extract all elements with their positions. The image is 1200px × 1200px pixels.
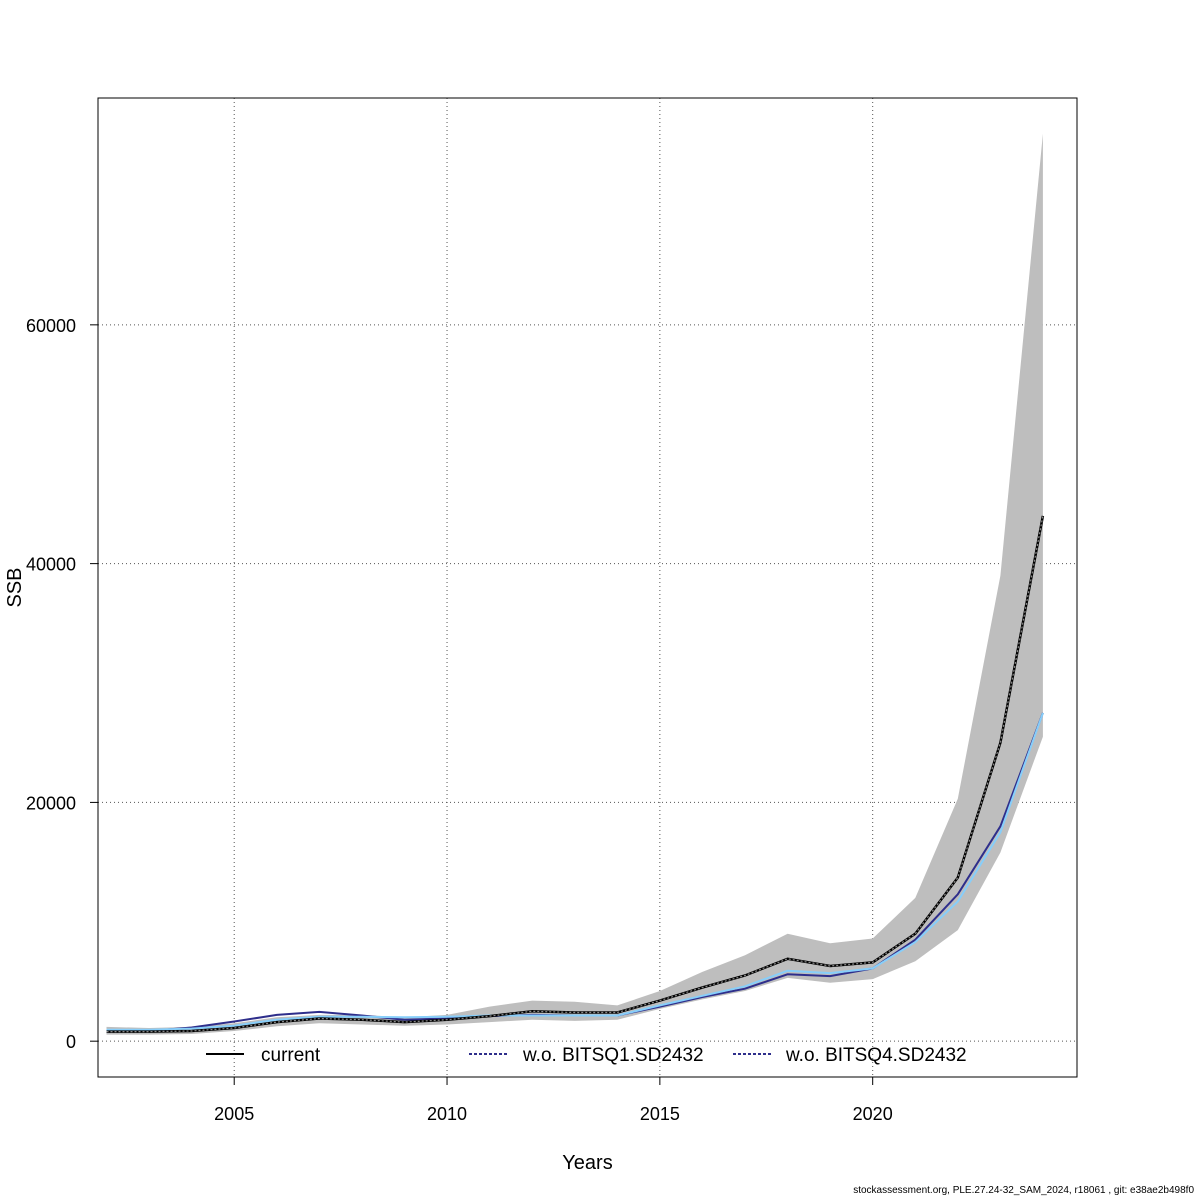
y-axis-label: SSB — [4, 567, 26, 607]
footer-credit: stockassessment.org, PLE.27.24-32_SAM_20… — [853, 1185, 1194, 1196]
confidence-band — [106, 133, 1043, 1035]
legend-label: w.o. BITSQ1.SD2432 — [522, 1045, 704, 1066]
legend-label: w.o. BITSQ4.SD2432 — [785, 1045, 967, 1066]
x-axis: 2005 2010 2015 2020 — [214, 1076, 893, 1124]
x-tick-label: 2015 — [640, 1104, 680, 1124]
x-tick-label: 2005 — [214, 1104, 254, 1124]
series-line-q4 — [106, 712, 1044, 1031]
series-lines — [106, 515, 1045, 1033]
x-axis-label: Years — [562, 1152, 612, 1174]
series-line-q1 — [106, 712, 1044, 1033]
x-tick-label: 2010 — [427, 1104, 467, 1124]
legend-label: current — [261, 1045, 321, 1066]
y-tick-label: 60000 — [26, 316, 76, 336]
y-tick-label: 40000 — [26, 555, 76, 575]
confidence-band-area — [106, 133, 1043, 1035]
y-axis: 0 20000 40000 60000 — [26, 316, 99, 1052]
x-tick-label: 2020 — [853, 1104, 893, 1124]
y-tick-label: 20000 — [26, 793, 76, 813]
y-tick-label: 0 — [66, 1032, 76, 1052]
legend: current w.o. BITSQ1.SD2432 w.o. BITSQ4.SD2… — [206, 1045, 967, 1066]
series-line-current-dots — [106, 515, 1044, 1033]
